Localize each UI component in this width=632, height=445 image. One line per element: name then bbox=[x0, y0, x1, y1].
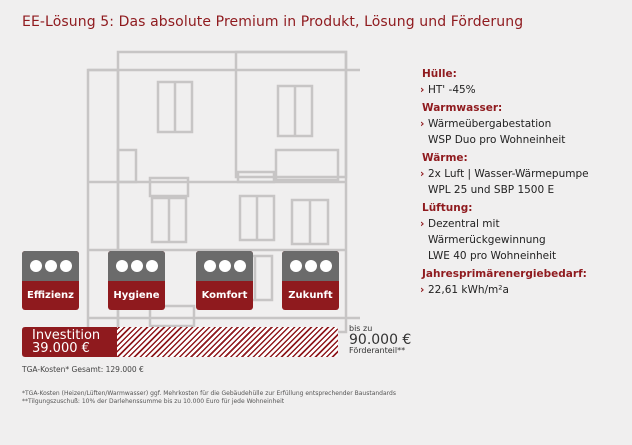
rating-dot-icon bbox=[115, 260, 128, 272]
spec-heading: Wärme: bbox=[422, 152, 468, 164]
investment-label: Investition bbox=[32, 328, 101, 343]
foerder-label: Förderanteil** bbox=[349, 346, 406, 355]
spec-primaerenergie: Jahresprimärenergiebedarf: 22,61 kWh/m²a bbox=[420, 266, 627, 298]
spec-heading: Warmwasser: bbox=[422, 102, 503, 114]
rating-dot-icon bbox=[44, 260, 57, 272]
tile-hygiene[interactable]: Hygiene bbox=[108, 251, 165, 310]
rating-dot-icon bbox=[145, 260, 158, 272]
spec-item: Dezentral mit bbox=[420, 216, 627, 232]
spec-item-continued: Wärmerückgewinnung bbox=[428, 234, 546, 246]
tile-label: Komfort bbox=[201, 290, 248, 301]
investment-amount: 39.000 € bbox=[32, 341, 90, 356]
rating-dot-icon bbox=[29, 260, 42, 272]
investment-solid: Investition 39.000 € bbox=[22, 327, 117, 357]
tile-label: Effizienz bbox=[27, 290, 74, 301]
rating-dot-icon bbox=[304, 260, 317, 272]
rating-dot-icon bbox=[289, 260, 302, 272]
rating-dot-icon bbox=[130, 260, 143, 272]
spec-waerme: Wärme: 2x Luft | Wasser-Wärmepumpe WPL 2… bbox=[420, 150, 627, 198]
spec-heading: Hülle: bbox=[422, 68, 457, 80]
tile-komfort[interactable]: Komfort bbox=[196, 251, 253, 310]
rating-dots bbox=[22, 251, 79, 281]
spec-item-continued: WPL 25 und SBP 1500 E bbox=[428, 184, 555, 196]
spec-item: 2x Luft | Wasser-Wärmepumpe bbox=[420, 166, 627, 182]
spec-item: 22,61 kWh/m²a bbox=[420, 282, 627, 298]
rating-dots bbox=[282, 251, 339, 281]
spec-item-continued: LWE 40 pro Wohneinheit bbox=[428, 250, 557, 262]
tile-effizienz[interactable]: Effizienz bbox=[22, 251, 79, 310]
spec-heading: Jahresprimärenergiebedarf: bbox=[422, 268, 587, 280]
rating-dots bbox=[196, 251, 253, 281]
tile-label: Hygiene bbox=[113, 290, 160, 301]
rating-dot-icon bbox=[319, 260, 332, 272]
rating-dot-icon bbox=[218, 260, 231, 272]
rating-dot-icon bbox=[59, 260, 72, 272]
tile-label: Zukunft bbox=[288, 290, 333, 301]
investment-bar: Investition 39.000 € bbox=[22, 327, 338, 357]
foerder-bis-label: bis zu bbox=[349, 324, 373, 333]
spec-item: Wärmeübergabestation bbox=[420, 116, 627, 132]
spec-lueftung: Lüftung: Dezentral mit Wärmerückgewinnun… bbox=[420, 200, 627, 264]
spec-item-continued: WSP Duo pro Wohneinheit bbox=[428, 134, 566, 146]
spec-list: Hülle: HT' -45% Warmwasser: Wärmeübergab… bbox=[420, 66, 627, 300]
rating-dots bbox=[108, 251, 165, 281]
rating-dot-icon bbox=[203, 260, 216, 272]
foerder-amount: 90.000 € bbox=[349, 332, 412, 348]
footnote: *TGA-Kosten (Heizen/Lüften/Warmwasser) g… bbox=[22, 390, 396, 397]
page-title: EE-Lösung 5: Das absolute Premium in Pro… bbox=[22, 14, 524, 30]
spec-heading: Lüftung: bbox=[422, 202, 473, 214]
spec-item: HT' -45% bbox=[420, 82, 627, 98]
rating-dot-icon bbox=[233, 260, 246, 272]
spec-huelle: Hülle: HT' -45% bbox=[420, 66, 627, 98]
tga-total: TGA-Kosten* Gesamt: 129.000 € bbox=[22, 365, 144, 374]
spec-warmwasser: Warmwasser: Wärmeübergabestation WSP Duo… bbox=[420, 100, 627, 148]
footnote: **Tilgungszuschuß: 10% der Darlehenssumm… bbox=[22, 398, 285, 405]
tile-zukunft[interactable]: Zukunft bbox=[282, 251, 339, 310]
